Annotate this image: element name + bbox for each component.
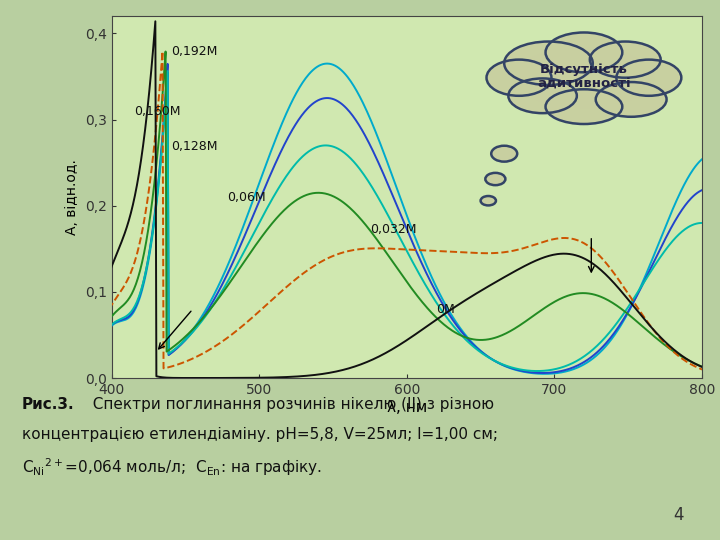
- Ellipse shape: [487, 59, 552, 96]
- Text: 0,06М: 0,06М: [227, 191, 266, 205]
- Ellipse shape: [508, 78, 577, 113]
- Text: Рис.3.: Рис.3.: [22, 397, 74, 412]
- Y-axis label: A, відн.од.: A, відн.од.: [66, 159, 79, 235]
- Text: C$_{\rm Ni}$$^{\rm 2+}$=0,064 моль/л;  C$_{\rm En}$: на графіку.: C$_{\rm Ni}$$^{\rm 2+}$=0,064 моль/л; C$…: [22, 456, 322, 478]
- Text: Відсутність
адитивності: Відсутність адитивності: [537, 63, 631, 91]
- Text: 0,032М: 0,032М: [370, 223, 416, 237]
- Ellipse shape: [504, 42, 593, 85]
- Ellipse shape: [590, 42, 661, 78]
- Text: Спектри поглинання розчинів нікелю (ІІ) з різною: Спектри поглинання розчинів нікелю (ІІ) …: [83, 397, 494, 412]
- Ellipse shape: [491, 146, 517, 161]
- Ellipse shape: [616, 59, 681, 96]
- Text: 0,192М: 0,192М: [171, 45, 217, 58]
- Ellipse shape: [595, 82, 667, 117]
- Text: 0,128М: 0,128М: [171, 140, 217, 153]
- Ellipse shape: [481, 196, 496, 205]
- X-axis label: λ, нм: λ, нм: [387, 400, 427, 415]
- Ellipse shape: [513, 47, 654, 109]
- Text: 4: 4: [673, 506, 684, 524]
- Text: 0М: 0М: [436, 303, 455, 316]
- Ellipse shape: [485, 173, 505, 185]
- Ellipse shape: [546, 32, 622, 72]
- Text: концентрацією етилендіаміну. рН=5,8, V=25мл; l=1,00 см;: концентрацією етилендіаміну. рН=5,8, V=2…: [22, 427, 498, 442]
- Ellipse shape: [546, 89, 622, 124]
- Text: 0,160М: 0,160М: [134, 105, 180, 118]
